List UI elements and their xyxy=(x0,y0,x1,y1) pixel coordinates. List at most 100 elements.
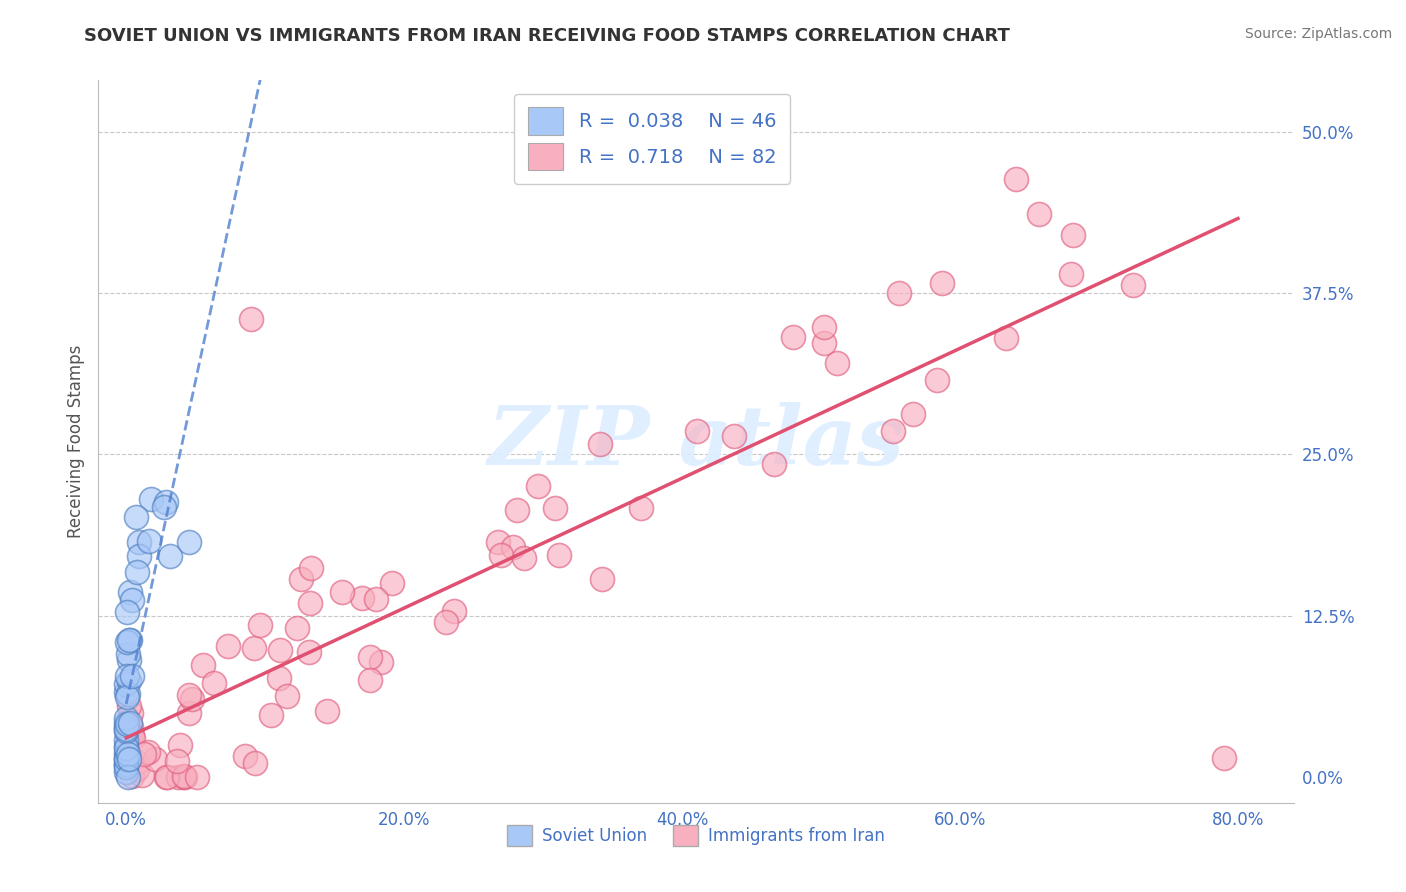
Point xyxy=(547,548,569,562)
Point xyxy=(115,720,138,734)
Point xyxy=(502,540,524,554)
Point xyxy=(131,767,153,781)
Point xyxy=(193,658,215,673)
Point xyxy=(506,503,529,517)
Point xyxy=(155,494,177,508)
Point xyxy=(127,762,149,776)
Point xyxy=(882,424,904,438)
Point xyxy=(128,549,150,564)
Point xyxy=(1122,278,1144,293)
Point xyxy=(364,592,387,607)
Point xyxy=(381,575,404,590)
Point xyxy=(115,739,138,754)
Point xyxy=(117,770,139,784)
Point xyxy=(118,653,141,667)
Point xyxy=(136,745,159,759)
Point xyxy=(141,491,163,506)
Point xyxy=(269,642,291,657)
Point xyxy=(1060,267,1083,281)
Point xyxy=(723,428,745,442)
Text: Source: ZipAtlas.com: Source: ZipAtlas.com xyxy=(1244,27,1392,41)
Point xyxy=(359,649,381,664)
Point xyxy=(685,424,707,438)
Point xyxy=(813,335,835,350)
Point xyxy=(115,752,138,766)
Point xyxy=(177,688,200,702)
Point xyxy=(489,549,512,563)
Point xyxy=(589,437,612,451)
Point xyxy=(166,754,188,768)
Point xyxy=(240,312,263,326)
Text: ZIP atlas: ZIP atlas xyxy=(488,401,904,482)
Point xyxy=(186,770,208,784)
Point xyxy=(159,549,181,563)
Point xyxy=(122,731,145,745)
Point xyxy=(117,688,139,702)
Point xyxy=(370,655,392,669)
Legend: Soviet Union, Immigrants from Iran: Soviet Union, Immigrants from Iran xyxy=(501,819,891,852)
Point xyxy=(138,533,160,548)
Point xyxy=(115,758,138,772)
Point xyxy=(121,593,143,607)
Point xyxy=(298,596,321,610)
Point xyxy=(591,572,613,586)
Point xyxy=(233,749,256,764)
Point xyxy=(1005,171,1028,186)
Point xyxy=(443,604,465,618)
Point xyxy=(299,561,322,575)
Point xyxy=(173,770,195,784)
Point xyxy=(132,747,155,762)
Point xyxy=(172,770,194,784)
Point xyxy=(544,500,567,515)
Point xyxy=(117,690,139,704)
Point xyxy=(359,673,381,687)
Text: SOVIET UNION VS IMMIGRANTS FROM IRAN RECEIVING FOOD STAMPS CORRELATION CHART: SOVIET UNION VS IMMIGRANTS FROM IRAN REC… xyxy=(84,27,1011,45)
Point xyxy=(115,733,138,747)
Point xyxy=(118,674,141,689)
Point xyxy=(994,331,1017,345)
Point xyxy=(120,715,142,730)
Point xyxy=(434,615,457,629)
Point xyxy=(121,668,143,682)
Point xyxy=(145,752,167,766)
Point xyxy=(118,632,141,647)
Point xyxy=(166,770,188,784)
Point xyxy=(1213,750,1236,764)
Point xyxy=(120,725,142,739)
Point xyxy=(243,641,266,656)
Point xyxy=(290,573,312,587)
Point xyxy=(486,535,509,549)
Point xyxy=(513,551,536,566)
Point xyxy=(901,407,924,421)
Point xyxy=(115,677,138,691)
Point xyxy=(267,671,290,685)
Point xyxy=(927,372,949,386)
Y-axis label: Receiving Food Stamps: Receiving Food Stamps xyxy=(66,345,84,538)
Point xyxy=(330,585,353,599)
Point xyxy=(115,760,138,774)
Point xyxy=(887,285,910,300)
Point xyxy=(276,689,298,703)
Point xyxy=(782,330,804,344)
Point xyxy=(177,534,200,549)
Point xyxy=(121,728,143,742)
Point xyxy=(243,756,266,770)
Point xyxy=(117,647,139,661)
Point xyxy=(117,699,139,714)
Point xyxy=(181,691,204,706)
Point xyxy=(127,565,149,579)
Point xyxy=(1062,227,1084,242)
Point xyxy=(155,770,177,784)
Point xyxy=(115,740,138,755)
Point xyxy=(115,711,138,725)
Point xyxy=(115,757,138,772)
Point xyxy=(825,356,848,370)
Point xyxy=(173,769,195,783)
Point xyxy=(115,753,138,767)
Point xyxy=(931,276,953,290)
Point xyxy=(763,457,786,471)
Point xyxy=(813,319,835,334)
Point xyxy=(115,764,138,779)
Point xyxy=(179,706,201,721)
Point xyxy=(121,769,143,783)
